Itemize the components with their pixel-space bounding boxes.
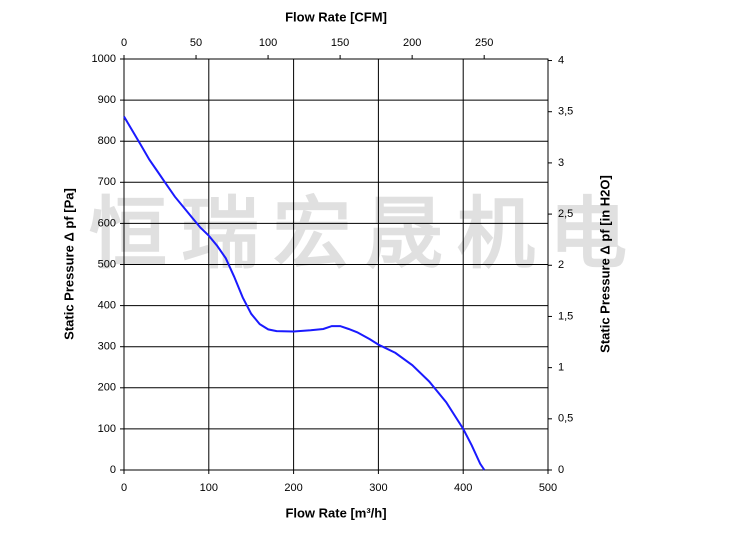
y-axis-title: Static Pressure Δ pf [Pa]: [61, 188, 76, 340]
x-tick-label: 200: [284, 482, 302, 494]
y2-tick-label: 0,5: [558, 413, 573, 425]
x2-tick-label: 0: [121, 37, 127, 49]
x2-tick-label: 50: [190, 37, 202, 49]
plot-frame: [123, 58, 549, 471]
y2-tick-label: 3: [558, 157, 564, 169]
y2-tick-label: 3,5: [558, 106, 573, 118]
y-tick-label: 600: [98, 217, 116, 229]
y2-tick-label: 4: [558, 54, 564, 66]
y-tick-label: 100: [98, 423, 116, 435]
x-axis-title: Flow Rate [m³/h]: [285, 505, 386, 520]
x2-tick-label: 150: [331, 37, 349, 49]
y2-tick-label: 2,5: [558, 208, 573, 220]
y2-tick-label: 1,5: [558, 310, 573, 322]
x-tick-label: 500: [539, 482, 557, 494]
y-tick-label: 700: [98, 176, 116, 188]
y2-tick-label: 0: [558, 464, 564, 476]
y-tick-label: 1000: [92, 53, 116, 65]
curve: [123, 115, 486, 471]
x-tick-label: 300: [369, 482, 387, 494]
y2-tick-label: 2: [558, 259, 564, 271]
y2-axis-title: Static Pressure Δ pf [in H2O]: [597, 175, 612, 353]
y-tick-label: 800: [98, 135, 116, 147]
y-tick-label: 0: [110, 464, 116, 476]
x-tick-label: 100: [200, 482, 218, 494]
y-tick-label: 200: [98, 382, 116, 394]
x2-tick-label: 250: [475, 37, 493, 49]
x2-axis-title: Flow Rate [CFM]: [285, 9, 387, 24]
x-tick-label: 0: [121, 482, 127, 494]
y-tick-label: 400: [98, 300, 116, 312]
y2-tick-label: 1: [558, 362, 564, 374]
x2-tick-label: 100: [259, 37, 277, 49]
y-tick-label: 900: [98, 94, 116, 106]
watermark: 恒瑞宏晟机电: [89, 190, 641, 278]
x2-tick-label: 200: [403, 37, 421, 49]
y-tick-label: 300: [98, 341, 116, 353]
y-tick-label: 500: [98, 258, 116, 270]
x-tick-label: 400: [454, 482, 472, 494]
